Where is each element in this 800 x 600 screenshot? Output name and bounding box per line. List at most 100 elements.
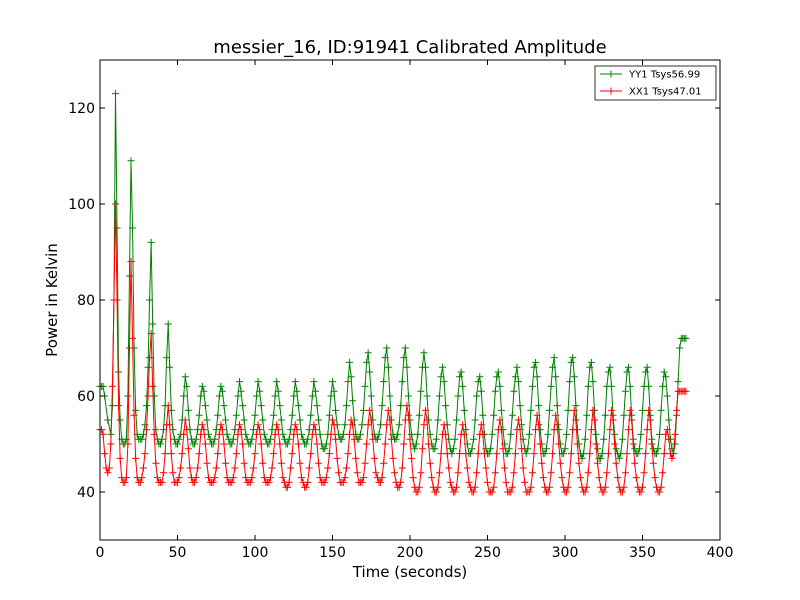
data-point [414, 430, 422, 438]
data-point [442, 402, 450, 410]
data-point [291, 378, 299, 386]
data-point [598, 450, 606, 458]
data-point [130, 411, 138, 419]
data-point [454, 469, 462, 477]
data-point [184, 445, 192, 453]
data-point [105, 464, 113, 472]
data-point [174, 440, 181, 448]
data-point [668, 454, 676, 462]
data-point [649, 459, 657, 467]
data-point [265, 478, 273, 486]
data-point [270, 411, 278, 419]
data-point [465, 478, 473, 486]
data-point [215, 430, 223, 438]
axes-ticks: 0 50 100 150 200 250 300 350 400 40 60 80 100 120 [68, 60, 733, 561]
data-point [249, 426, 257, 434]
data-point [284, 483, 292, 491]
legend-marker [607, 87, 615, 95]
data-point [422, 406, 429, 414]
data-point [586, 363, 594, 371]
data-point [414, 488, 422, 496]
data-point [437, 373, 445, 381]
data-point [127, 157, 135, 165]
data-point [107, 440, 115, 448]
data-point [104, 469, 112, 477]
data-point [488, 430, 496, 438]
data-point [147, 238, 155, 246]
data-point [404, 411, 412, 419]
data-point [124, 440, 132, 448]
data-point [296, 459, 304, 467]
data-point [569, 354, 577, 362]
data-point [637, 488, 645, 496]
data-point [205, 430, 212, 438]
data-point [378, 402, 386, 410]
data-point [307, 411, 315, 419]
data-point [589, 378, 597, 386]
data-point [490, 483, 498, 491]
data-point [186, 464, 194, 472]
data-point [564, 483, 572, 491]
data-point [341, 474, 349, 482]
data-point [527, 406, 535, 414]
data-point [631, 459, 639, 467]
data-point [237, 426, 245, 434]
data-point [383, 344, 391, 352]
data-point [477, 387, 485, 395]
data-point [183, 426, 191, 434]
data-point [584, 469, 592, 477]
data-point [364, 421, 372, 429]
data-point [453, 416, 460, 424]
data-point [454, 392, 462, 400]
data-point [518, 445, 526, 453]
data-point [160, 426, 168, 434]
data-point [342, 464, 350, 472]
data-point [178, 450, 186, 458]
data-point [164, 402, 172, 410]
data-point [347, 373, 355, 381]
data-point [435, 469, 443, 477]
data-point [404, 392, 412, 400]
data-point [611, 440, 619, 448]
data-point [525, 488, 533, 496]
data-point [220, 440, 228, 448]
data-point [640, 469, 648, 477]
data-point [267, 474, 274, 482]
data-point [248, 435, 256, 443]
data-point [547, 382, 555, 390]
data-point [276, 402, 284, 410]
data-point [659, 382, 667, 390]
data-point [174, 478, 181, 486]
data-point [192, 474, 200, 482]
data-point [491, 469, 499, 477]
data-point [284, 440, 292, 448]
data-point [439, 363, 447, 371]
data-point [158, 435, 166, 443]
data-point [398, 464, 406, 472]
data-point [422, 363, 429, 371]
data-point [584, 382, 592, 390]
data-point [516, 402, 524, 410]
data-point [432, 488, 440, 496]
data-point [191, 478, 199, 486]
data-point [589, 406, 597, 414]
data-point [456, 373, 464, 381]
data-point [248, 474, 256, 482]
data-point [513, 363, 521, 371]
data-point [214, 411, 222, 419]
data-point [612, 459, 620, 467]
data-point [510, 469, 518, 477]
data-point [497, 406, 505, 414]
data-point [242, 430, 250, 438]
x-tick-label: 100 [242, 545, 269, 561]
data-point [232, 411, 240, 419]
data-point [294, 440, 302, 448]
data-point [195, 450, 203, 458]
data-point [445, 464, 453, 472]
data-point [146, 296, 154, 304]
data-point [268, 426, 276, 434]
data-point [507, 430, 515, 438]
data-point [330, 387, 338, 395]
data-point [223, 430, 231, 438]
data-point [152, 459, 160, 467]
